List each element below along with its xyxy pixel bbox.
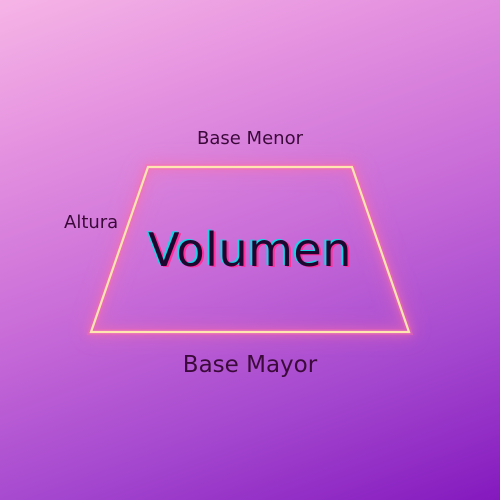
base-menor-label: Base Menor — [197, 128, 303, 149]
altura-label: Altura — [64, 212, 119, 233]
trapezoid-outline — [89, 165, 411, 334]
volumen-title: Volumen — [148, 223, 352, 277]
base-mayor-label: Base Mayor — [182, 352, 318, 378]
